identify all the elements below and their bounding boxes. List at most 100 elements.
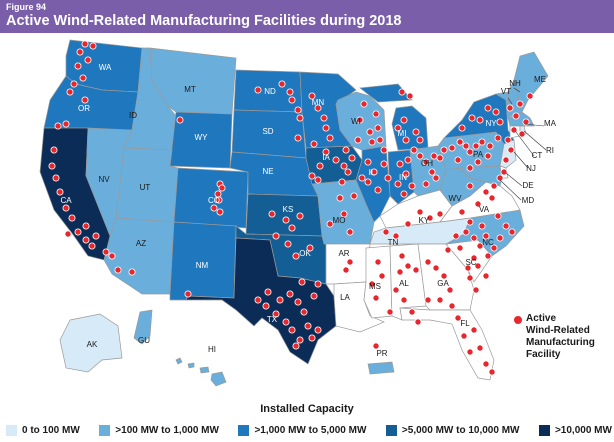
facility-dot [114,266,122,274]
facility-dot [400,116,408,124]
leader-line [513,151,529,169]
facility-dot [484,152,492,160]
state-label-me: ME [534,75,546,84]
facility-dot [428,168,436,176]
facility-dot [108,252,116,260]
facility-dot [470,326,478,334]
facility-dot [472,142,480,150]
facility-dot [404,220,412,228]
facility-dot [488,368,496,376]
facility-dot [526,92,534,100]
facility-dot [478,138,486,146]
facility-dot [368,138,376,146]
facility-dot [412,128,420,136]
facility-dot [88,242,96,250]
facility-dot [314,280,322,288]
facility-dot [326,220,334,228]
facility-dot [406,92,414,100]
facility-dot [360,100,368,108]
capacity-legend: 0 to 100 MW >100 MW to 1,000 MW >1,000 M… [6,422,612,438]
facility-dot [52,174,60,182]
leader-line [523,130,547,151]
facility-dot [470,254,478,262]
facility-dot [404,262,412,270]
facility-dot [294,106,302,114]
facility-dot [448,302,456,310]
state-label-il: IL [369,168,376,177]
facility-dot [424,258,432,266]
facility-dot [392,232,400,240]
facility-dot [346,228,354,236]
facility-dot [64,230,72,238]
facility-dot [408,182,416,190]
facility-dot [68,214,76,222]
facility-dot [412,266,420,274]
leader-line [513,87,521,93]
facility-dot [372,294,380,302]
facility-dot [424,296,432,304]
facility-dot [472,286,480,294]
state-label-co: CO [208,196,220,205]
facility-dot [402,170,410,178]
facility-dot [264,288,272,296]
facility-dot [508,228,516,236]
facility-dot [288,224,296,232]
facility-dot [454,156,462,164]
facility-dot [296,114,304,122]
facility-dot [482,360,490,368]
facility-dot [272,310,280,318]
facility-dot [466,164,474,172]
state-label-ga: GA [437,279,449,288]
facility-dot [422,158,430,166]
state-label-or: OR [78,104,90,113]
facility-dot [446,286,454,294]
facility-dot [426,214,434,222]
state-label-nj: NJ [526,164,536,173]
facility-dot [342,266,350,274]
state-label-ma: MA [544,119,557,128]
facility-dot [62,204,70,212]
leader-line [507,97,513,105]
facility-dot [378,272,386,280]
facility-dot [506,104,514,112]
state-KS [245,193,323,237]
facility-dot [496,174,504,182]
facility-dot [308,172,316,180]
leader-line [515,131,535,157]
capacity-legend-item: >100 MW to 1,000 MW [99,424,219,436]
facility-dot [84,56,92,64]
facility-dot [296,212,304,220]
facility-dot [102,248,110,256]
facility-dot [398,88,406,96]
facility-dot [518,130,526,138]
capacity-swatch [6,424,17,436]
facility-dot [476,116,484,124]
facility-dot [490,182,498,190]
figure-title: Active Wind-Related Manufacturing Facili… [6,13,402,29]
capacity-legend-label: >5,000 MW to 10,000 MW [401,424,520,436]
facility-dot [496,118,504,126]
facility-dot [218,184,226,192]
capacity-swatch [238,424,250,436]
facility-dot [340,162,348,170]
facility-dot [382,228,390,236]
state-label-tx: TX [267,315,278,324]
facility-dot [322,148,330,156]
state-PR [367,361,395,375]
facility-dot [79,74,87,82]
facility-dot [276,296,284,304]
state-label-ri: RI [546,146,554,155]
state-FL [399,307,495,381]
state-IN [387,149,415,205]
facility-dot [176,116,184,124]
state-label-sc: SC [465,258,476,267]
facility-dot [404,156,412,164]
facility-dot [286,290,294,298]
facility-dot [56,188,64,196]
state-label-va: VA [479,205,490,214]
facility-dot [496,234,504,242]
state-label-wv: WV [449,194,463,203]
facility-dot [74,228,82,236]
state-label-wy: WY [195,133,209,142]
facility-dot [380,146,388,154]
